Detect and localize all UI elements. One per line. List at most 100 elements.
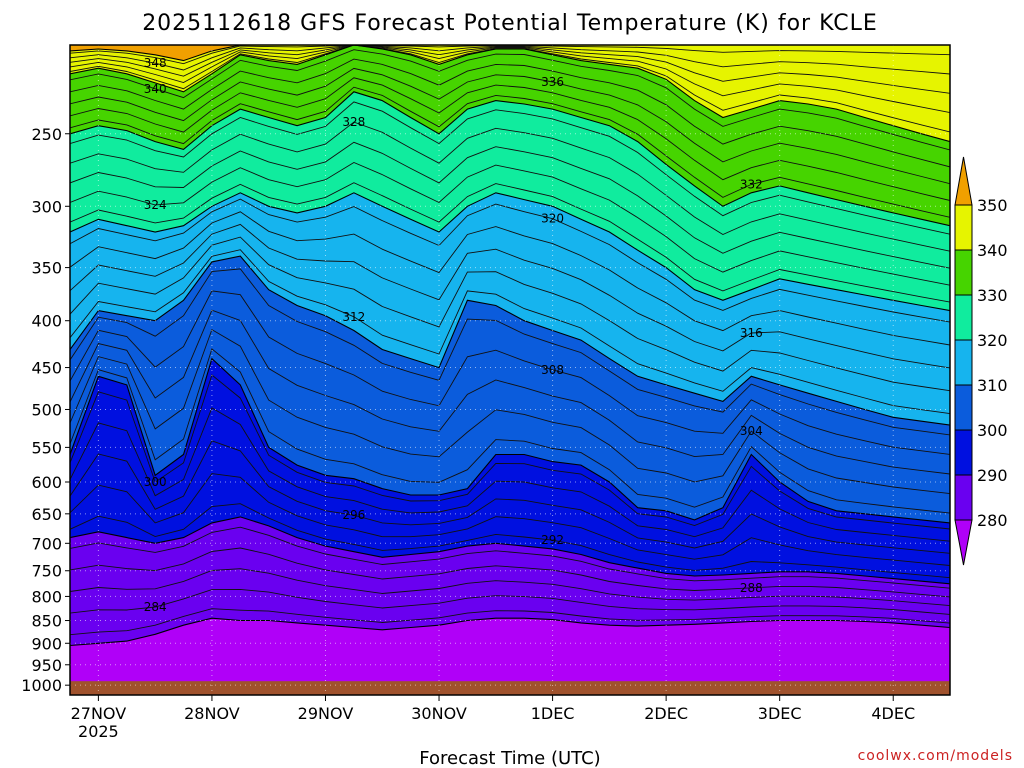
contour-line <box>70 236 950 392</box>
x-tick-label: 4DEC <box>871 704 915 723</box>
contour-label: 300 <box>144 475 167 489</box>
y-tick-label: 950 <box>31 656 62 675</box>
band-above-350 <box>70 45 950 61</box>
colorbar-swatch-340 <box>954 204 973 251</box>
colorbar-label: 330 <box>977 286 1008 305</box>
plot-frame <box>69 44 951 696</box>
contour-290 <box>70 516 950 585</box>
colorbar-swatch-280 <box>954 474 973 521</box>
y-axis: 250 300 350 400 450 500 550 600 650 700 750 800 850 9… <box>21 125 70 695</box>
y-tick-label: 800 <box>31 587 62 606</box>
contour-line <box>70 86 950 218</box>
colorbar-label: 320 <box>977 331 1008 350</box>
contour-label: 320 <box>541 212 564 226</box>
colorbar-label: 340 <box>977 241 1008 260</box>
y-tick-label: 300 <box>31 197 62 216</box>
contour-line <box>70 101 950 235</box>
contour-line <box>70 58 950 168</box>
surface-strip <box>70 681 950 695</box>
colorbar-swatch-320 <box>954 294 973 341</box>
colorbar-label: 300 <box>977 421 1008 440</box>
x-year-label: 2025 <box>78 722 119 741</box>
colorbar: 280 290 300 310 320 330 340 350 <box>954 156 1008 566</box>
contour-line <box>70 198 950 323</box>
contour-line <box>70 211 950 346</box>
y-tick-label: 900 <box>31 634 62 653</box>
y-tick-label: 400 <box>31 312 62 331</box>
x-axis: 27NOV 28NOV 29NOV 30NOV 1DEC 2DEC 3DEC 4DEC 2025 <box>71 695 915 741</box>
contour-line <box>70 77 950 201</box>
colorbar-label: 290 <box>977 466 1008 485</box>
x-tick-label: 27NOV <box>71 704 127 723</box>
contour-line <box>70 268 950 436</box>
x-tick-label: 30NOV <box>411 704 467 723</box>
contour-label: 308 <box>541 363 564 377</box>
credit-text: coolwx.com/models <box>858 748 1013 764</box>
band-above-340 <box>70 45 950 142</box>
contour-line <box>70 440 950 554</box>
contour-label: 304 <box>740 424 763 438</box>
contour-line <box>70 249 950 415</box>
contour-320 <box>70 192 950 312</box>
contour-label: 328 <box>342 115 365 129</box>
contour-line <box>70 374 950 530</box>
contour-label: 332 <box>740 177 763 191</box>
contour-label: 340 <box>144 82 167 96</box>
contour-line <box>70 473 950 566</box>
contour-label: 324 <box>144 198 167 212</box>
contour-label: 292 <box>541 533 564 547</box>
contour-line <box>70 608 950 636</box>
contour-330 <box>70 91 950 227</box>
colorbar-swatch-300 <box>954 384 973 431</box>
contour-350 <box>70 45 950 62</box>
y-tick-label: 500 <box>31 400 62 419</box>
contour-line <box>70 223 950 369</box>
contour-340 <box>70 45 950 143</box>
contour-line <box>70 348 950 514</box>
colorbar-swatch-290 <box>954 429 973 476</box>
colorbar-label: 310 <box>977 376 1008 395</box>
contour-label: 316 <box>740 326 763 340</box>
contour-line <box>70 45 950 114</box>
colorbar-swatch-330 <box>954 249 973 296</box>
contour-line <box>70 309 950 475</box>
contour-310 <box>70 255 950 426</box>
contour-line <box>70 161 950 286</box>
x-axis-label: Forecast Time (UTC) <box>419 748 600 768</box>
y-tick-label: 550 <box>31 438 62 457</box>
y-tick-label: 750 <box>31 562 62 581</box>
contour-label: 284 <box>144 600 167 614</box>
x-tick-label: 3DEC <box>758 704 802 723</box>
y-tick-label: 1000 <box>21 676 62 695</box>
contour-label: 288 <box>740 581 763 595</box>
y-tick-label: 650 <box>31 505 62 524</box>
y-tick-label: 450 <box>31 359 62 378</box>
contour-300 <box>70 357 950 524</box>
contour-line <box>70 45 950 75</box>
colorbar-top-arrow <box>954 156 973 206</box>
contour-line <box>70 290 950 455</box>
contour-line <box>70 182 950 303</box>
x-tick-label: 28NOV <box>184 704 240 723</box>
contour-line <box>70 45 950 94</box>
contour-line <box>70 121 950 252</box>
colorbar-label: 350 <box>977 196 1008 215</box>
x-tick-label: 29NOV <box>298 704 354 723</box>
contour-line <box>70 547 950 598</box>
plot-area: 348 336 332 340 328 320 316 324 312 308 304 300 296 2… <box>69 44 951 696</box>
colorbar-swatch-310 <box>954 339 973 386</box>
y-tick-label: 600 <box>31 473 62 492</box>
grid <box>70 45 950 695</box>
contour-label: 336 <box>541 75 564 89</box>
contour-line <box>70 568 950 607</box>
x-tick-label: 2DEC <box>644 704 688 723</box>
y-tick-label: 700 <box>31 534 62 553</box>
x-tick-label: 1DEC <box>531 704 575 723</box>
fill-layers <box>70 45 950 695</box>
contour-line <box>70 141 950 269</box>
y-tick-label: 250 <box>31 125 62 144</box>
colorbar-bottom-arrow <box>954 519 973 566</box>
contour-label: 312 <box>342 310 365 324</box>
contour-line <box>70 49 950 151</box>
